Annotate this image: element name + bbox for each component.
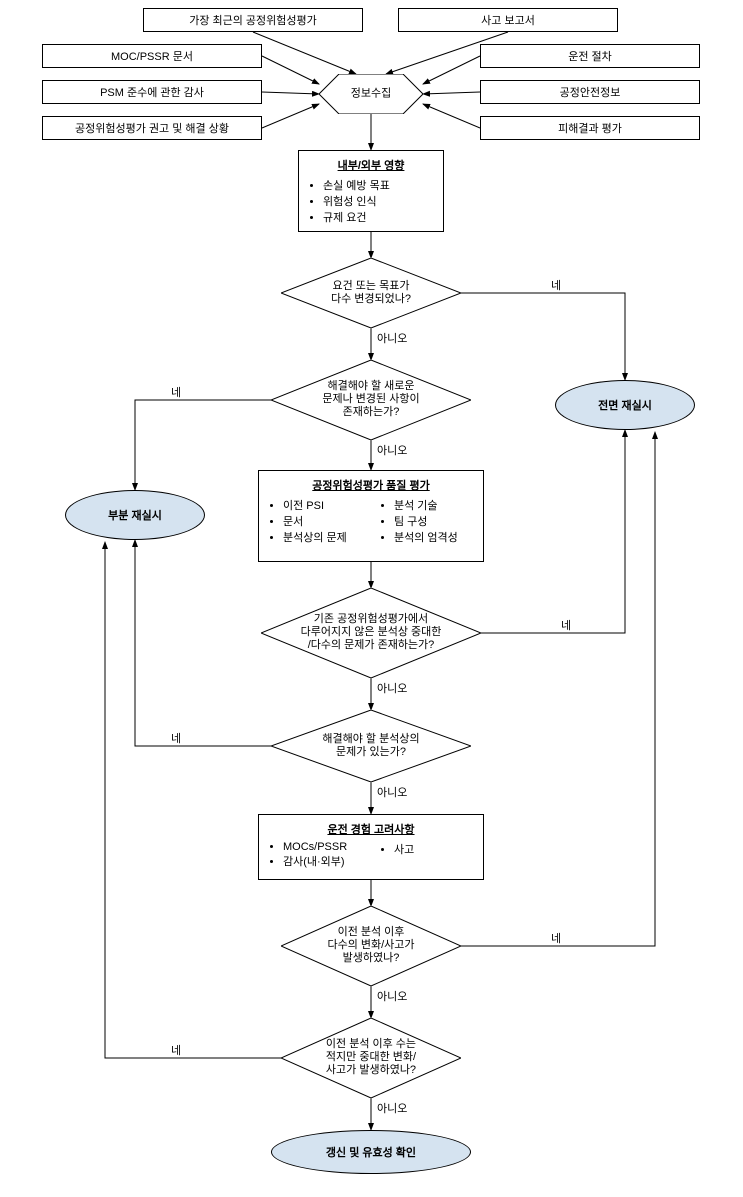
edge-label: 아니오	[377, 442, 407, 458]
ellipse-full-redo: 전면 재실시	[555, 380, 695, 430]
decision-5-text: 이전 분석 이후다수의 변화/사고가발생하였나?	[281, 926, 461, 966]
box2-title: 공정위험성평가 품질 평가	[269, 477, 473, 493]
list-item: 손실 예방 목표	[323, 177, 433, 193]
input-left-2: PSM 준수에 관한 감사	[42, 80, 262, 104]
label: 운전 절차	[568, 48, 612, 64]
list-item: MOCs/PSSR	[283, 841, 362, 853]
decision-6-text: 이전 분석 이후 수는적지만 중대한 변화/사고가 발생하였나?	[281, 1038, 461, 1078]
list-item: 분석의 엄격성	[394, 529, 473, 545]
list-item: 사고	[394, 841, 473, 857]
input-right-1: 운전 절차	[480, 44, 700, 68]
list-item: 팀 구성	[394, 513, 473, 529]
edge-label: 아니오	[377, 1100, 407, 1116]
box1-title: 내부/외부 영향	[309, 157, 433, 173]
box-operating-experience: 운전 경험 고려사항 MOCs/PSSR 감사(내·외부) 사고	[258, 814, 484, 880]
edge-label: 아니오	[377, 784, 407, 800]
box-quality-eval: 공정위험성평가 품질 평가 이전 PSI 문서 분석상의 문제 분석 기술 팀 …	[258, 470, 484, 562]
label: 부분 재실시	[108, 507, 162, 523]
input-left-1: MOC/PSSR 문서	[42, 44, 262, 68]
edge-label: 아니오	[377, 988, 407, 1004]
decision-6: 이전 분석 이후 수는적지만 중대한 변화/사고가 발생하였나?	[281, 1018, 461, 1098]
decision-2: 해결해야 할 새로운문제나 변경된 사항이존재하는가?	[271, 360, 471, 440]
ellipse-final: 갱신 및 유효성 확인	[271, 1130, 471, 1174]
list-item: 분석상의 문제	[283, 529, 362, 545]
label: 피해결과 평가	[558, 120, 622, 136]
list-item: 위험성 인식	[323, 193, 433, 209]
decision-5: 이전 분석 이후다수의 변화/사고가발생하였나?	[281, 906, 461, 986]
input-top-left: 가장 최근의 공정위험성평가	[143, 8, 363, 32]
list-item: 문서	[283, 513, 362, 529]
edge-label: 네	[171, 384, 181, 400]
decision-3-text: 기존 공정위험성평가에서다루어지지 않은 분석상 중대한/다수의 문제가 존재하…	[261, 613, 481, 653]
input-right-3: 피해결과 평가	[480, 116, 700, 140]
label: 공정위험성평가 권고 및 해결 상황	[75, 120, 229, 136]
list-item: 규제 요건	[323, 209, 433, 225]
ellipse-partial-redo: 부분 재실시	[65, 490, 205, 540]
list-item: 분석 기술	[394, 497, 473, 513]
list-item: 이전 PSI	[283, 497, 362, 513]
edge-label: 네	[551, 277, 561, 293]
decision-3: 기존 공정위험성평가에서다루어지지 않은 분석상 중대한/다수의 문제가 존재하…	[261, 588, 481, 678]
edge-label: 네	[171, 730, 181, 746]
label: 전면 재실시	[598, 397, 652, 413]
edge-label: 아니오	[377, 330, 407, 346]
label: 가장 최근의 공정위험성평가	[189, 12, 317, 28]
label: 갱신 및 유효성 확인	[326, 1144, 416, 1160]
box3-title: 운전 경험 고려사항	[269, 821, 473, 837]
box1-list: 손실 예방 목표 위험성 인식 규제 요건	[309, 177, 433, 225]
collector-label: 정보수집	[319, 87, 423, 100]
label: 공정안전정보	[560, 84, 621, 100]
decision-1: 요건 또는 목표가다수 변경되었나?	[281, 258, 461, 328]
decision-4: 해결해야 할 분석상의문제가 있는가?	[271, 710, 471, 782]
decision-4-text: 해결해야 할 분석상의문제가 있는가?	[271, 733, 471, 759]
edge-label: 네	[551, 930, 561, 946]
box-internal-external: 내부/외부 영향 손실 예방 목표 위험성 인식 규제 요건	[298, 150, 444, 232]
label: MOC/PSSR 문서	[111, 48, 193, 64]
collector-hexagon: 정보수집	[319, 74, 423, 114]
edge-label: 아니오	[377, 680, 407, 696]
label: 사고 보고서	[481, 12, 535, 28]
list-item: 감사(내·외부)	[283, 853, 362, 869]
label: PSM 준수에 관한 감사	[100, 84, 204, 100]
decision-1-text: 요건 또는 목표가다수 변경되었나?	[281, 280, 461, 306]
input-left-3: 공정위험성평가 권고 및 해결 상황	[42, 116, 262, 140]
edge-label: 네	[561, 617, 571, 633]
input-right-2: 공정안전정보	[480, 80, 700, 104]
input-top-right: 사고 보고서	[398, 8, 618, 32]
edge-label: 네	[171, 1042, 181, 1058]
decision-2-text: 해결해야 할 새로운문제나 변경된 사항이존재하는가?	[271, 380, 471, 420]
